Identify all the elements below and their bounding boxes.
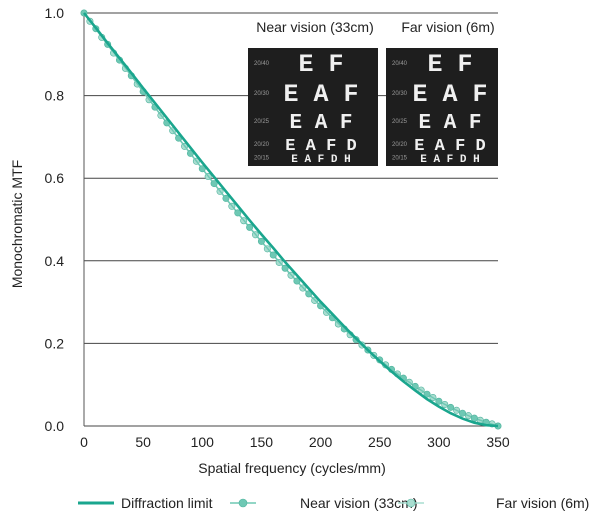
- eye-chart-row-note: 20/40: [254, 61, 270, 67]
- eye-chart-letters: E A F D H: [420, 154, 479, 166]
- eye-chart-letters: E A F D: [285, 137, 356, 156]
- eye-chart-letters: E F: [298, 50, 343, 79]
- eye-chart-row-note: 20/15: [392, 155, 408, 161]
- eye-chart-image: [386, 48, 498, 166]
- data-point: [210, 180, 218, 188]
- eye-chart-letters: E A F: [289, 112, 352, 135]
- data-point: [269, 251, 277, 259]
- inset-near-vision: Near vision (33cm) 20/40 E F 20/30 E A F 20/2…: [248, 19, 378, 166]
- x-tick-label: 100: [191, 434, 215, 450]
- x-tick-label: 200: [309, 434, 333, 450]
- eye-chart-row-note: 20/20: [254, 142, 270, 148]
- eye-chart-letters: E A F D: [414, 137, 485, 156]
- y-tick-label: 1.0: [45, 5, 65, 21]
- eye-chart-letters: E A F: [418, 112, 481, 135]
- eye-chart-row-note: 20/15: [254, 155, 270, 161]
- eye-chart-letters: E A F D H: [291, 154, 350, 166]
- legend-marker: [238, 498, 248, 508]
- data-point: [459, 409, 467, 417]
- y-tick-label: 0.4: [45, 253, 65, 269]
- legend-item: Diffraction limit: [78, 495, 213, 511]
- y-tick-label: 0.0: [45, 418, 65, 434]
- legend-label: Near vision (33cm): [300, 495, 417, 511]
- series-diffraction-limit: [82, 12, 499, 428]
- x-tick-label: 250: [368, 434, 392, 450]
- y-tick-label: 0.6: [45, 170, 65, 186]
- tick-labels: 0.0 0.2 0.4 0.6 0.8 1.0 0 50 100 150 200 250 300 350: [45, 5, 510, 450]
- data-point: [293, 277, 301, 285]
- data-point: [257, 237, 265, 245]
- eye-chart-image: [248, 48, 378, 166]
- inset-far-vision: Far vision (6m) 20/40 E F 20/30 E A F 20/25 E …: [386, 19, 498, 166]
- x-tick-label: 0: [80, 434, 88, 450]
- eye-chart-row-note: 20/30: [254, 91, 270, 97]
- data-point: [246, 223, 254, 231]
- eye-chart-row-note: 20/20: [392, 142, 408, 148]
- series-line: [82, 12, 499, 428]
- y-axis-title: Monochromatic MTF: [9, 160, 25, 288]
- data-point: [470, 414, 478, 422]
- series-layer: [80, 9, 502, 430]
- eye-chart-letters: E F: [427, 50, 472, 79]
- eye-chart-letters: E A F: [283, 80, 358, 109]
- inset-label: Far vision (6m): [401, 19, 494, 35]
- legend-item: Near vision (33cm): [230, 495, 417, 511]
- inset-label: Near vision (33cm): [256, 19, 373, 35]
- data-point: [222, 194, 230, 202]
- data-point: [423, 390, 431, 398]
- y-tick-label: 0.8: [45, 88, 65, 104]
- data-point: [281, 264, 289, 272]
- legend-item: Far vision (6m): [398, 495, 589, 511]
- legend-label: Far vision (6m): [496, 495, 589, 511]
- eye-chart-row-note: 20/30: [392, 91, 408, 97]
- eye-chart-row-note: 20/40: [392, 61, 408, 67]
- x-tick-label: 150: [250, 434, 274, 450]
- eye-chart-letters: E A F: [412, 80, 487, 109]
- legend-label: Diffraction limit: [121, 495, 213, 511]
- x-tick-label: 300: [427, 434, 451, 450]
- data-point: [435, 397, 443, 405]
- x-tick-label: 50: [135, 434, 151, 450]
- data-point: [198, 165, 206, 173]
- eye-chart-row-note: 20/25: [254, 119, 270, 125]
- x-tick-label: 350: [486, 434, 510, 450]
- data-point: [234, 209, 242, 217]
- data-point: [447, 403, 455, 411]
- x-axis-title: Spatial frequency (cycles/mm): [198, 460, 386, 476]
- legend-marker: [406, 498, 416, 508]
- legend: Diffraction limit Near vision (33cm) Far v…: [78, 495, 589, 511]
- vision-chart-insets: Near vision (33cm) 20/40 E F 20/30 E A F 20/2…: [248, 19, 498, 166]
- eye-chart-row-note: 20/25: [392, 119, 408, 125]
- y-tick-label: 0.2: [45, 335, 65, 351]
